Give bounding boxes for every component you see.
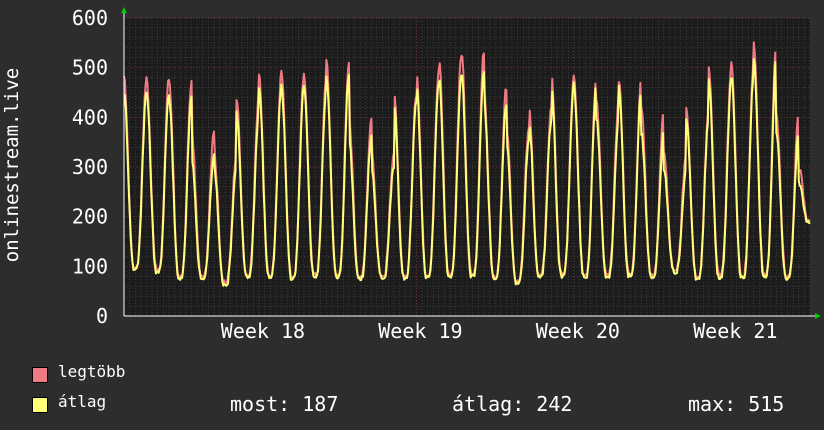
x-tick-label: Week 20 [536,319,620,343]
y-tick-label: 500 [72,56,108,80]
y-tick-label: 0 [96,304,108,328]
y-tick-label: 100 [72,254,108,278]
y-tick-label: 200 [72,205,108,229]
x-tick-label: Week 21 [693,319,777,343]
legend-swatch-max [32,367,48,383]
legend-swatch-avg [32,397,48,413]
stat-average: átlag: 242 [452,392,573,416]
y-tick-label: 300 [72,155,108,179]
x-tick-label: Week 19 [378,319,462,343]
y-tick-label: 400 [72,105,108,129]
y-axis-label: onlinestream.live [1,67,23,263]
stat-max: max: 515 [688,392,785,416]
y-axis-arrow [121,7,127,13]
legend-label-avg: átlag [58,392,107,411]
series-line-avg [123,58,811,287]
x-tick-label: Week 18 [221,319,305,343]
x-axis-arrow [815,313,821,319]
stat-now: most: 187 [230,392,339,416]
legend-label-max: legtöbb [58,362,126,381]
y-tick-label: 600 [72,6,108,30]
